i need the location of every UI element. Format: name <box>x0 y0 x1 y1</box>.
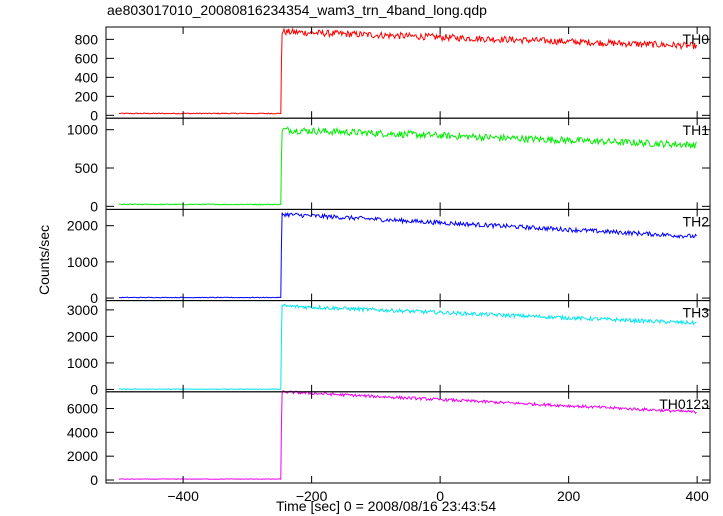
series-label-th0: TH0 <box>683 31 710 47</box>
x-tick-label: −200 <box>296 488 328 504</box>
series-line-th0 <box>118 27 697 115</box>
x-axis-label: Time [sec] 0 = 2008/08/16 23:43:54 <box>276 498 497 514</box>
y-tick-label: 1000 <box>67 122 98 138</box>
y-tick-label: 1000 <box>67 254 98 270</box>
x-tick-label: 200 <box>557 488 581 504</box>
y-tick-label: 0 <box>90 198 98 214</box>
y-tick-label: 500 <box>75 160 99 176</box>
series-line-th3 <box>118 304 697 390</box>
y-tick-label: 800 <box>75 31 99 47</box>
y-tick-label: 2000 <box>67 448 98 464</box>
series-label-th3: TH3 <box>683 305 710 321</box>
y-tick-label: 2000 <box>67 218 98 234</box>
series-label-th0123: TH0123 <box>659 396 709 412</box>
y-tick-label: 0 <box>90 472 98 488</box>
y-tick-label: 600 <box>75 50 99 66</box>
panel-frame-th0123 <box>105 391 711 484</box>
y-tick-label: 400 <box>75 69 99 85</box>
y-tick-label: 0 <box>90 107 98 123</box>
series-line-th2 <box>118 211 697 299</box>
plot-title: ae803017010_20080816234354_wam3_trn_4ban… <box>107 2 487 18</box>
panel-frame-th3 <box>105 300 711 393</box>
x-tick-label: −400 <box>167 488 199 504</box>
y-tick-label: 4000 <box>67 424 98 440</box>
y-tick-label: 1000 <box>67 355 98 371</box>
panel-frame-th2 <box>105 208 711 302</box>
y-tick-label: 0 <box>90 381 98 397</box>
series-line-th0123 <box>118 390 697 480</box>
y-axis-label: Counts/sec <box>36 224 52 296</box>
series-label-th2: TH2 <box>683 213 710 229</box>
y-tick-label: 3000 <box>67 302 98 318</box>
y-tick-label: 2000 <box>67 328 98 344</box>
series-label-th1: TH1 <box>683 122 710 138</box>
y-tick-label: 200 <box>75 88 99 104</box>
y-tick-label: 6000 <box>67 400 98 416</box>
x-tick-label: 400 <box>685 488 709 504</box>
x-tick-label: 0 <box>436 488 444 504</box>
series-line-th1 <box>118 126 697 206</box>
y-tick-label: 0 <box>90 290 98 306</box>
